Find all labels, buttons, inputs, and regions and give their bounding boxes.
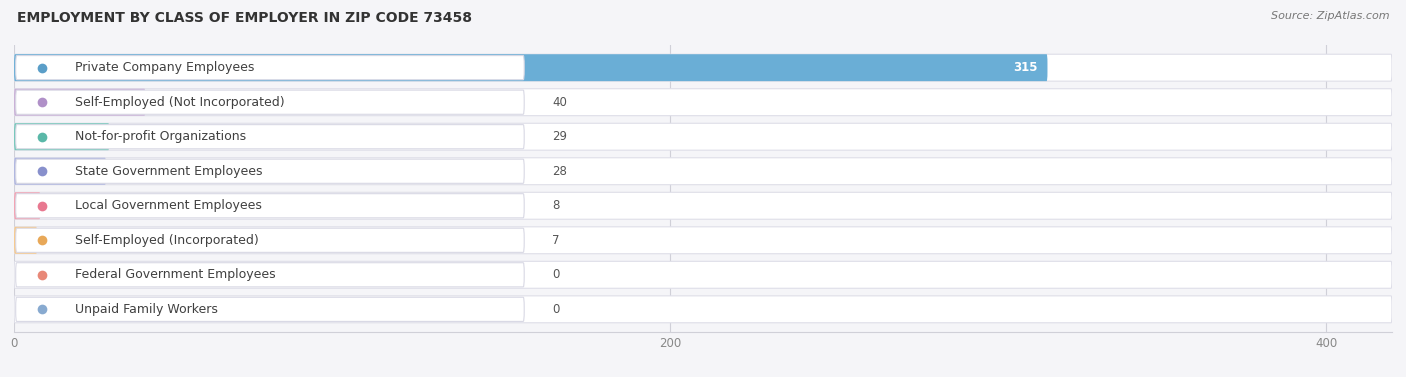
FancyBboxPatch shape [14,261,1392,288]
FancyBboxPatch shape [15,228,524,252]
Text: 0: 0 [553,268,560,281]
Text: 40: 40 [553,96,567,109]
FancyBboxPatch shape [15,125,524,149]
Text: Source: ZipAtlas.com: Source: ZipAtlas.com [1271,11,1389,21]
FancyBboxPatch shape [14,123,1392,150]
Text: EMPLOYMENT BY CLASS OF EMPLOYER IN ZIP CODE 73458: EMPLOYMENT BY CLASS OF EMPLOYER IN ZIP C… [17,11,472,25]
FancyBboxPatch shape [14,227,1392,254]
Text: Private Company Employees: Private Company Employees [75,61,254,74]
FancyBboxPatch shape [14,89,145,116]
FancyBboxPatch shape [15,263,524,287]
Text: Self-Employed (Not Incorporated): Self-Employed (Not Incorporated) [75,96,284,109]
Text: 28: 28 [553,165,567,178]
FancyBboxPatch shape [15,90,524,114]
Text: Local Government Employees: Local Government Employees [75,199,262,212]
Text: Self-Employed (Incorporated): Self-Employed (Incorporated) [75,234,259,247]
FancyBboxPatch shape [14,192,41,219]
FancyBboxPatch shape [14,89,1392,116]
FancyBboxPatch shape [14,158,105,185]
FancyBboxPatch shape [14,227,37,254]
FancyBboxPatch shape [15,55,524,80]
Text: 8: 8 [553,199,560,212]
FancyBboxPatch shape [14,158,1392,185]
Text: 315: 315 [1014,61,1038,74]
FancyBboxPatch shape [14,54,1392,81]
Text: 0: 0 [553,303,560,316]
Text: Federal Government Employees: Federal Government Employees [75,268,276,281]
Text: State Government Employees: State Government Employees [75,165,263,178]
FancyBboxPatch shape [14,54,1047,81]
Text: 7: 7 [553,234,560,247]
FancyBboxPatch shape [15,159,524,183]
Text: 29: 29 [553,130,567,143]
FancyBboxPatch shape [15,297,524,322]
FancyBboxPatch shape [15,194,524,218]
Text: Not-for-profit Organizations: Not-for-profit Organizations [75,130,246,143]
FancyBboxPatch shape [14,296,1392,323]
FancyBboxPatch shape [14,123,110,150]
Text: Unpaid Family Workers: Unpaid Family Workers [75,303,218,316]
FancyBboxPatch shape [14,192,1392,219]
